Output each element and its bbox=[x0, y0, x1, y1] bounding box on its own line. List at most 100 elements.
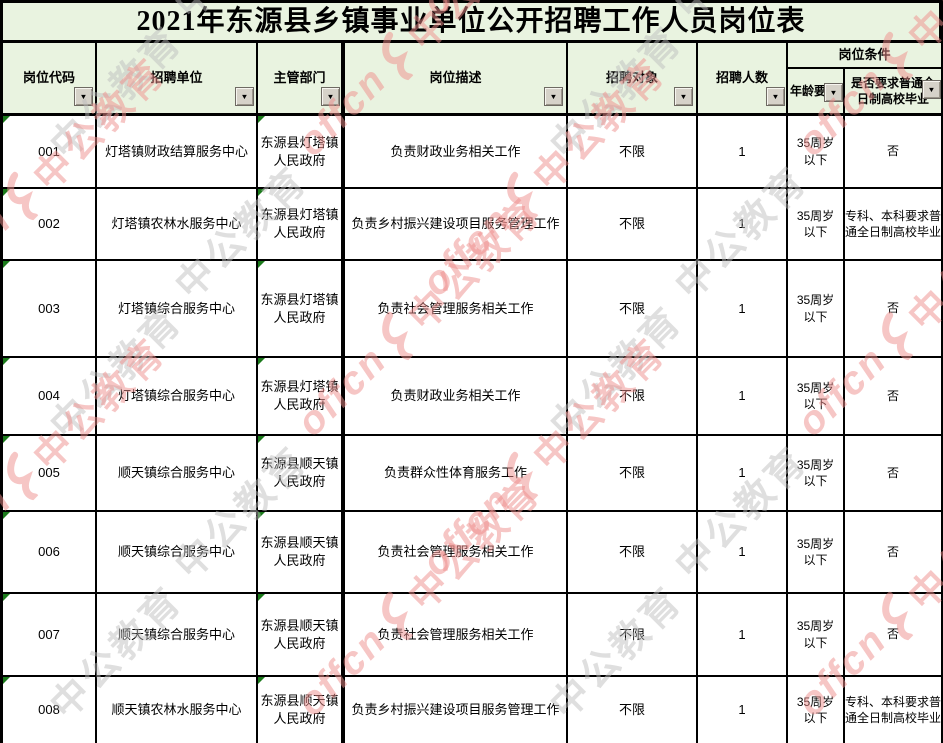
page-title: 2021年东源县乡镇事业单位公开招聘工作人员岗位表 bbox=[3, 3, 941, 43]
dropdown-arrow-icon: ▼ bbox=[771, 92, 780, 101]
cell-target-005: 不限 bbox=[568, 436, 698, 512]
cell-age-004: 35周岁 以下 bbox=[788, 358, 845, 436]
cell-fulltime-002: 专科、本科要求普通全日制高校毕业 bbox=[845, 189, 941, 261]
dropdown-arrow-icon: ▼ bbox=[927, 85, 936, 94]
cell-unit-002: 灯塔镇农林水服务中心 bbox=[97, 189, 258, 261]
cell-desc-004: 负责财政业务相关工作 bbox=[343, 358, 568, 436]
header-code: 岗位代码 ▼ bbox=[3, 43, 97, 116]
dropdown-arrow-icon: ▼ bbox=[240, 92, 249, 101]
cell-desc-001: 负责财政业务相关工作 bbox=[343, 116, 568, 189]
header-unit-label: 招聘单位 bbox=[150, 70, 203, 86]
cell-unit-001: 灯塔镇财政结算服务中心 bbox=[97, 116, 258, 189]
cell-dept-005: 东源县顺天镇人民政府 bbox=[258, 436, 343, 512]
cell-fulltime-007: 否 bbox=[845, 594, 941, 677]
cell-count-008: 1 bbox=[698, 677, 788, 743]
header-condition-group: 岗位条件 bbox=[788, 43, 941, 69]
cell-fulltime-003: 否 bbox=[845, 261, 941, 358]
cell-code-004: 004 bbox=[3, 358, 97, 436]
header-code-label: 岗位代码 bbox=[22, 70, 75, 86]
header-count-label: 招聘人数 bbox=[715, 70, 768, 86]
cell-code-006: 006 bbox=[3, 512, 97, 594]
cell-count-007: 1 bbox=[698, 594, 788, 677]
cell-code-003: 003 bbox=[3, 261, 97, 358]
header-fulltime-label: 是否要求普通全日制高校毕业 bbox=[850, 75, 935, 106]
cell-count-005: 1 bbox=[698, 436, 788, 512]
header-desc-label: 岗位描述 bbox=[429, 70, 482, 86]
header-desc: 岗位描述 ▼ bbox=[343, 43, 568, 116]
header-dept-label: 主管部门 bbox=[273, 70, 326, 86]
cell-age-006: 35周岁 以下 bbox=[788, 512, 845, 594]
cell-age-008: 35周岁 以下 bbox=[788, 677, 845, 743]
cell-target-006: 不限 bbox=[568, 512, 698, 594]
dropdown-arrow-icon: ▼ bbox=[549, 92, 558, 101]
header-condition-group-label: 岗位条件 bbox=[838, 47, 891, 63]
cell-count-003: 1 bbox=[698, 261, 788, 358]
cell-dept-007: 东源县顺天镇人民政府 bbox=[258, 594, 343, 677]
cell-age-001: 35周岁 以下 bbox=[788, 116, 845, 189]
cell-age-005: 35周岁 以下 bbox=[788, 436, 845, 512]
cell-desc-003: 负责社会管理服务相关工作 bbox=[343, 261, 568, 358]
cell-unit-006: 顺天镇综合服务中心 bbox=[97, 512, 258, 594]
cell-unit-007: 顺天镇综合服务中心 bbox=[97, 594, 258, 677]
filter-dropdown-fulltime[interactable]: ▼ bbox=[922, 80, 941, 99]
dropdown-arrow-icon: ▼ bbox=[79, 92, 88, 101]
cell-fulltime-008: 专科、本科要求普通全日制高校毕业 bbox=[845, 694, 941, 725]
cell-dept-008: 东源县顺天镇人民政府 bbox=[258, 677, 343, 743]
cell-age-007: 35周岁 以下 bbox=[788, 594, 845, 677]
cell-count-001: 1 bbox=[698, 116, 788, 189]
cell-fulltime-005: 否 bbox=[845, 436, 941, 512]
cell-code-001: 001 bbox=[3, 116, 97, 189]
cell-dept-002: 东源县灯塔镇人民政府 bbox=[258, 189, 343, 261]
cell-age-002: 35周岁 以下 bbox=[788, 189, 845, 261]
cell-unit-003: 灯塔镇综合服务中心 bbox=[97, 261, 258, 358]
cell-target-004: 不限 bbox=[568, 358, 698, 436]
header-target-label: 招聘对象 bbox=[605, 70, 658, 86]
cell-code-002: 002 bbox=[3, 189, 97, 261]
filter-dropdown-unit[interactable]: ▼ bbox=[235, 87, 254, 106]
cell-dept-004: 东源县灯塔镇人民政府 bbox=[258, 358, 343, 436]
cell-fulltime-001: 否 bbox=[845, 116, 941, 189]
cell-fulltime-006: 否 bbox=[845, 512, 941, 594]
cell-dept-001: 东源县灯塔镇人民政府 bbox=[258, 116, 343, 189]
cell-dept-006: 东源县顺天镇人民政府 bbox=[258, 512, 343, 594]
filter-dropdown-age[interactable]: ▼ bbox=[824, 83, 843, 102]
header-unit: 招聘单位 ▼ bbox=[97, 43, 258, 116]
header-dept: 主管部门 ▼ bbox=[258, 43, 343, 116]
header-age: 年龄要求 ▼ bbox=[788, 69, 845, 116]
cell-count-004: 1 bbox=[698, 358, 788, 436]
filter-dropdown-target[interactable]: ▼ bbox=[674, 87, 693, 106]
cell-dept-003: 东源县灯塔镇人民政府 bbox=[258, 261, 343, 358]
dropdown-arrow-icon: ▼ bbox=[829, 88, 838, 97]
cell-fulltime-004: 否 bbox=[845, 358, 941, 436]
cell-code-005: 005 bbox=[3, 436, 97, 512]
cell-target-007: 不限 bbox=[568, 594, 698, 677]
header-count: 招聘人数 ▼ bbox=[698, 43, 788, 116]
cell-target-001: 不限 bbox=[568, 116, 698, 189]
cell-target-008: 不限 bbox=[568, 677, 698, 743]
cell-target-002: 不限 bbox=[568, 189, 698, 261]
header-target: 招聘对象 ▼ bbox=[568, 43, 698, 116]
cell-unit-004: 灯塔镇综合服务中心 bbox=[97, 358, 258, 436]
cell-code-007: 007 bbox=[3, 594, 97, 677]
cell-unit-008: 顺天镇农林水服务中心 bbox=[97, 677, 258, 743]
header-fulltime: 是否要求普通全日制高校毕业 ▼ bbox=[845, 69, 941, 116]
cell-unit-005: 顺天镇综合服务中心 bbox=[97, 436, 258, 512]
cell-desc-005: 负责群众性体育服务工作 bbox=[343, 436, 568, 512]
cell-code-008: 008 bbox=[3, 677, 97, 743]
cell-count-002: 1 bbox=[698, 189, 788, 261]
cell-desc-008: 负责乡村振兴建设项目服务管理工作 bbox=[343, 677, 568, 743]
cell-count-006: 1 bbox=[698, 512, 788, 594]
dropdown-arrow-icon: ▼ bbox=[326, 92, 335, 101]
filter-dropdown-count[interactable]: ▼ bbox=[766, 87, 785, 106]
cell-desc-002: 负责乡村振兴建设项目服务管理工作 bbox=[343, 189, 568, 261]
cell-age-003: 35周岁 以下 bbox=[788, 261, 845, 358]
cell-desc-006: 负责社会管理服务相关工作 bbox=[343, 512, 568, 594]
cell-target-003: 不限 bbox=[568, 261, 698, 358]
dropdown-arrow-icon: ▼ bbox=[679, 92, 688, 101]
cell-desc-007: 负责社会管理服务相关工作 bbox=[343, 594, 568, 677]
filter-dropdown-dept[interactable]: ▼ bbox=[321, 87, 340, 106]
filter-dropdown-desc[interactable]: ▼ bbox=[544, 87, 563, 106]
filter-dropdown-code[interactable]: ▼ bbox=[74, 87, 93, 106]
